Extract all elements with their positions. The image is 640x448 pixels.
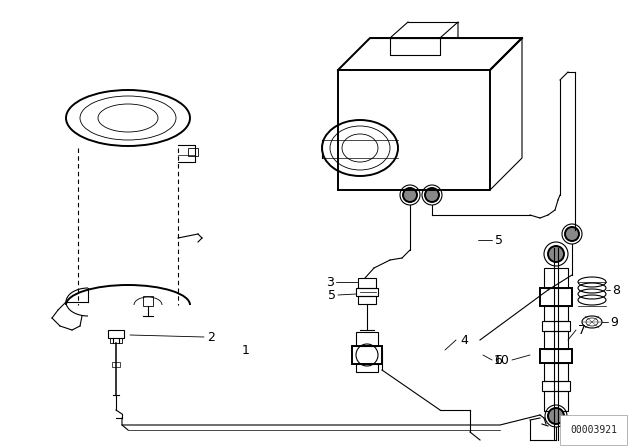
Text: 2: 2 bbox=[207, 331, 215, 344]
Bar bbox=[544, 306, 568, 321]
Text: 5: 5 bbox=[495, 233, 503, 246]
Bar bbox=[352, 346, 382, 364]
Bar bbox=[356, 364, 378, 372]
Text: 8: 8 bbox=[612, 284, 620, 297]
Bar bbox=[544, 363, 568, 381]
Bar bbox=[188, 148, 198, 156]
Bar bbox=[540, 349, 572, 363]
Text: 00003921: 00003921 bbox=[570, 425, 617, 435]
Circle shape bbox=[565, 227, 579, 241]
Text: 3: 3 bbox=[326, 276, 334, 289]
Bar bbox=[358, 278, 376, 288]
Bar bbox=[540, 288, 572, 306]
Text: 10: 10 bbox=[494, 353, 510, 366]
Bar bbox=[108, 330, 124, 338]
Text: 9: 9 bbox=[610, 315, 618, 328]
Bar bbox=[143, 296, 153, 306]
Text: 6: 6 bbox=[494, 353, 502, 366]
Circle shape bbox=[425, 188, 439, 202]
Text: 7: 7 bbox=[578, 323, 586, 336]
Bar bbox=[542, 321, 570, 331]
Bar bbox=[544, 331, 568, 349]
Circle shape bbox=[548, 246, 564, 262]
Bar bbox=[542, 381, 570, 391]
Circle shape bbox=[548, 408, 564, 424]
Bar bbox=[356, 332, 378, 346]
Text: 1: 1 bbox=[242, 344, 250, 357]
Bar bbox=[358, 296, 376, 304]
Text: 4: 4 bbox=[460, 333, 468, 346]
Bar bbox=[356, 288, 378, 296]
Bar bbox=[544, 268, 568, 288]
Circle shape bbox=[403, 188, 417, 202]
Bar bbox=[110, 338, 122, 343]
Bar bbox=[544, 391, 568, 411]
Text: 5: 5 bbox=[328, 289, 336, 302]
Bar bbox=[112, 362, 120, 367]
